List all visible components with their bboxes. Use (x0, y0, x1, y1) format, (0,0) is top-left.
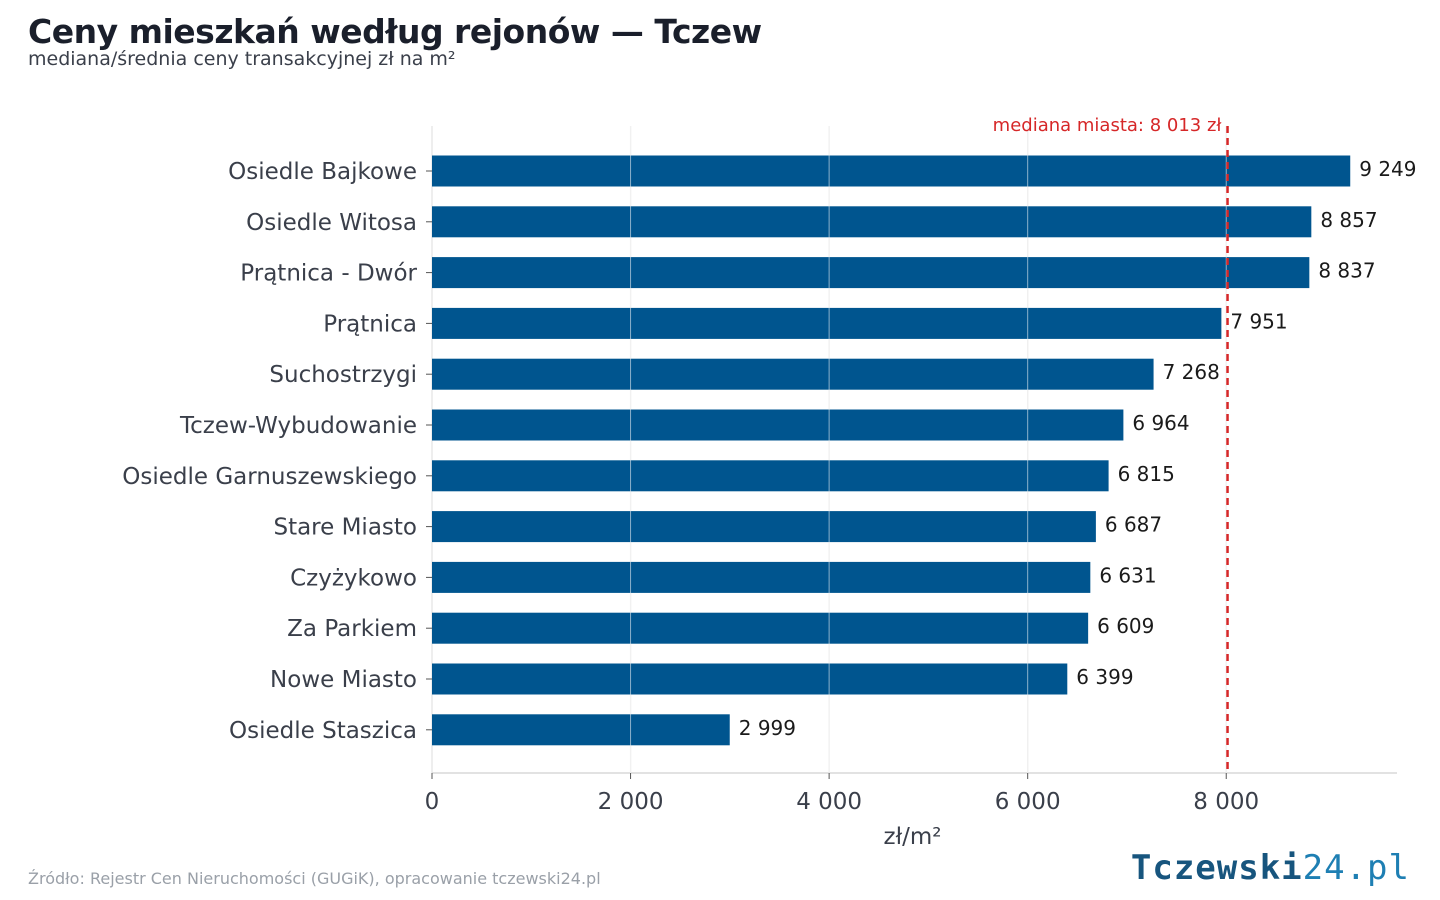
category-label: Czyżykowo (290, 565, 417, 591)
value-label: 6 815 (1118, 462, 1175, 486)
category-label: Suchostrzygi (269, 362, 417, 388)
bar (432, 561, 1091, 593)
value-label: 9 249 (1359, 157, 1416, 181)
x-tick-label: 0 (425, 789, 440, 815)
bar (432, 714, 730, 746)
x-tick-label: 6 000 (995, 789, 1061, 815)
value-label: 6 609 (1097, 614, 1154, 638)
chart-subtitle: mediana/średnia ceny transakcyjnej zł na… (28, 48, 456, 70)
logo-accent-text: 24.pl (1302, 848, 1410, 888)
bar (432, 663, 1068, 695)
bar (432, 612, 1089, 644)
bar (432, 257, 1310, 289)
bar (432, 307, 1222, 339)
category-label: Osiedle Bajkowe (228, 159, 417, 185)
category-label: Osiedle Garnuszewskiego (122, 464, 417, 490)
x-tick-label: 8 000 (1193, 789, 1259, 815)
bar (432, 511, 1096, 543)
value-label: 7 951 (1230, 309, 1287, 333)
category-label: Stare Miasto (273, 515, 417, 541)
bar (432, 409, 1124, 441)
bar (432, 155, 1351, 187)
logo-main-text: Tczewski (1130, 848, 1303, 888)
bar (432, 358, 1154, 390)
category-label: Nowe Miasto (270, 667, 417, 693)
category-label: Osiedle Witosa (246, 210, 417, 236)
category-label: Prątnica (323, 311, 417, 337)
x-tick-label: 4 000 (796, 789, 862, 815)
value-label: 8 857 (1320, 208, 1377, 232)
median-reference-label: mediana miasta: 8 013 zł (993, 115, 1223, 136)
value-label: 2 999 (739, 716, 796, 740)
category-label: Tczew-Wybudowanie (179, 413, 417, 439)
value-label: 7 268 (1163, 360, 1220, 384)
value-label: 6 687 (1105, 513, 1162, 537)
source-note: Źródło: Rejestr Cen Nieruchomości (GUGiK… (28, 869, 601, 888)
category-label: Osiedle Staszica (229, 718, 417, 744)
brand-logo: Tczewski24.pl (1131, 848, 1410, 888)
value-label: 6 964 (1132, 411, 1189, 435)
category-label: Za Parkiem (287, 616, 417, 642)
bar (432, 460, 1109, 492)
x-axis-label: zł/m² (884, 824, 942, 850)
chart-title: Ceny mieszkań według rejonów — Tczew (28, 12, 762, 51)
bar (432, 206, 1312, 238)
category-label: Prątnica - Dwór (240, 261, 417, 287)
x-tick-label: 2 000 (598, 789, 664, 815)
value-label: 6 631 (1099, 563, 1156, 587)
value-label: 6 399 (1076, 665, 1133, 689)
value-label: 8 837 (1318, 259, 1375, 283)
